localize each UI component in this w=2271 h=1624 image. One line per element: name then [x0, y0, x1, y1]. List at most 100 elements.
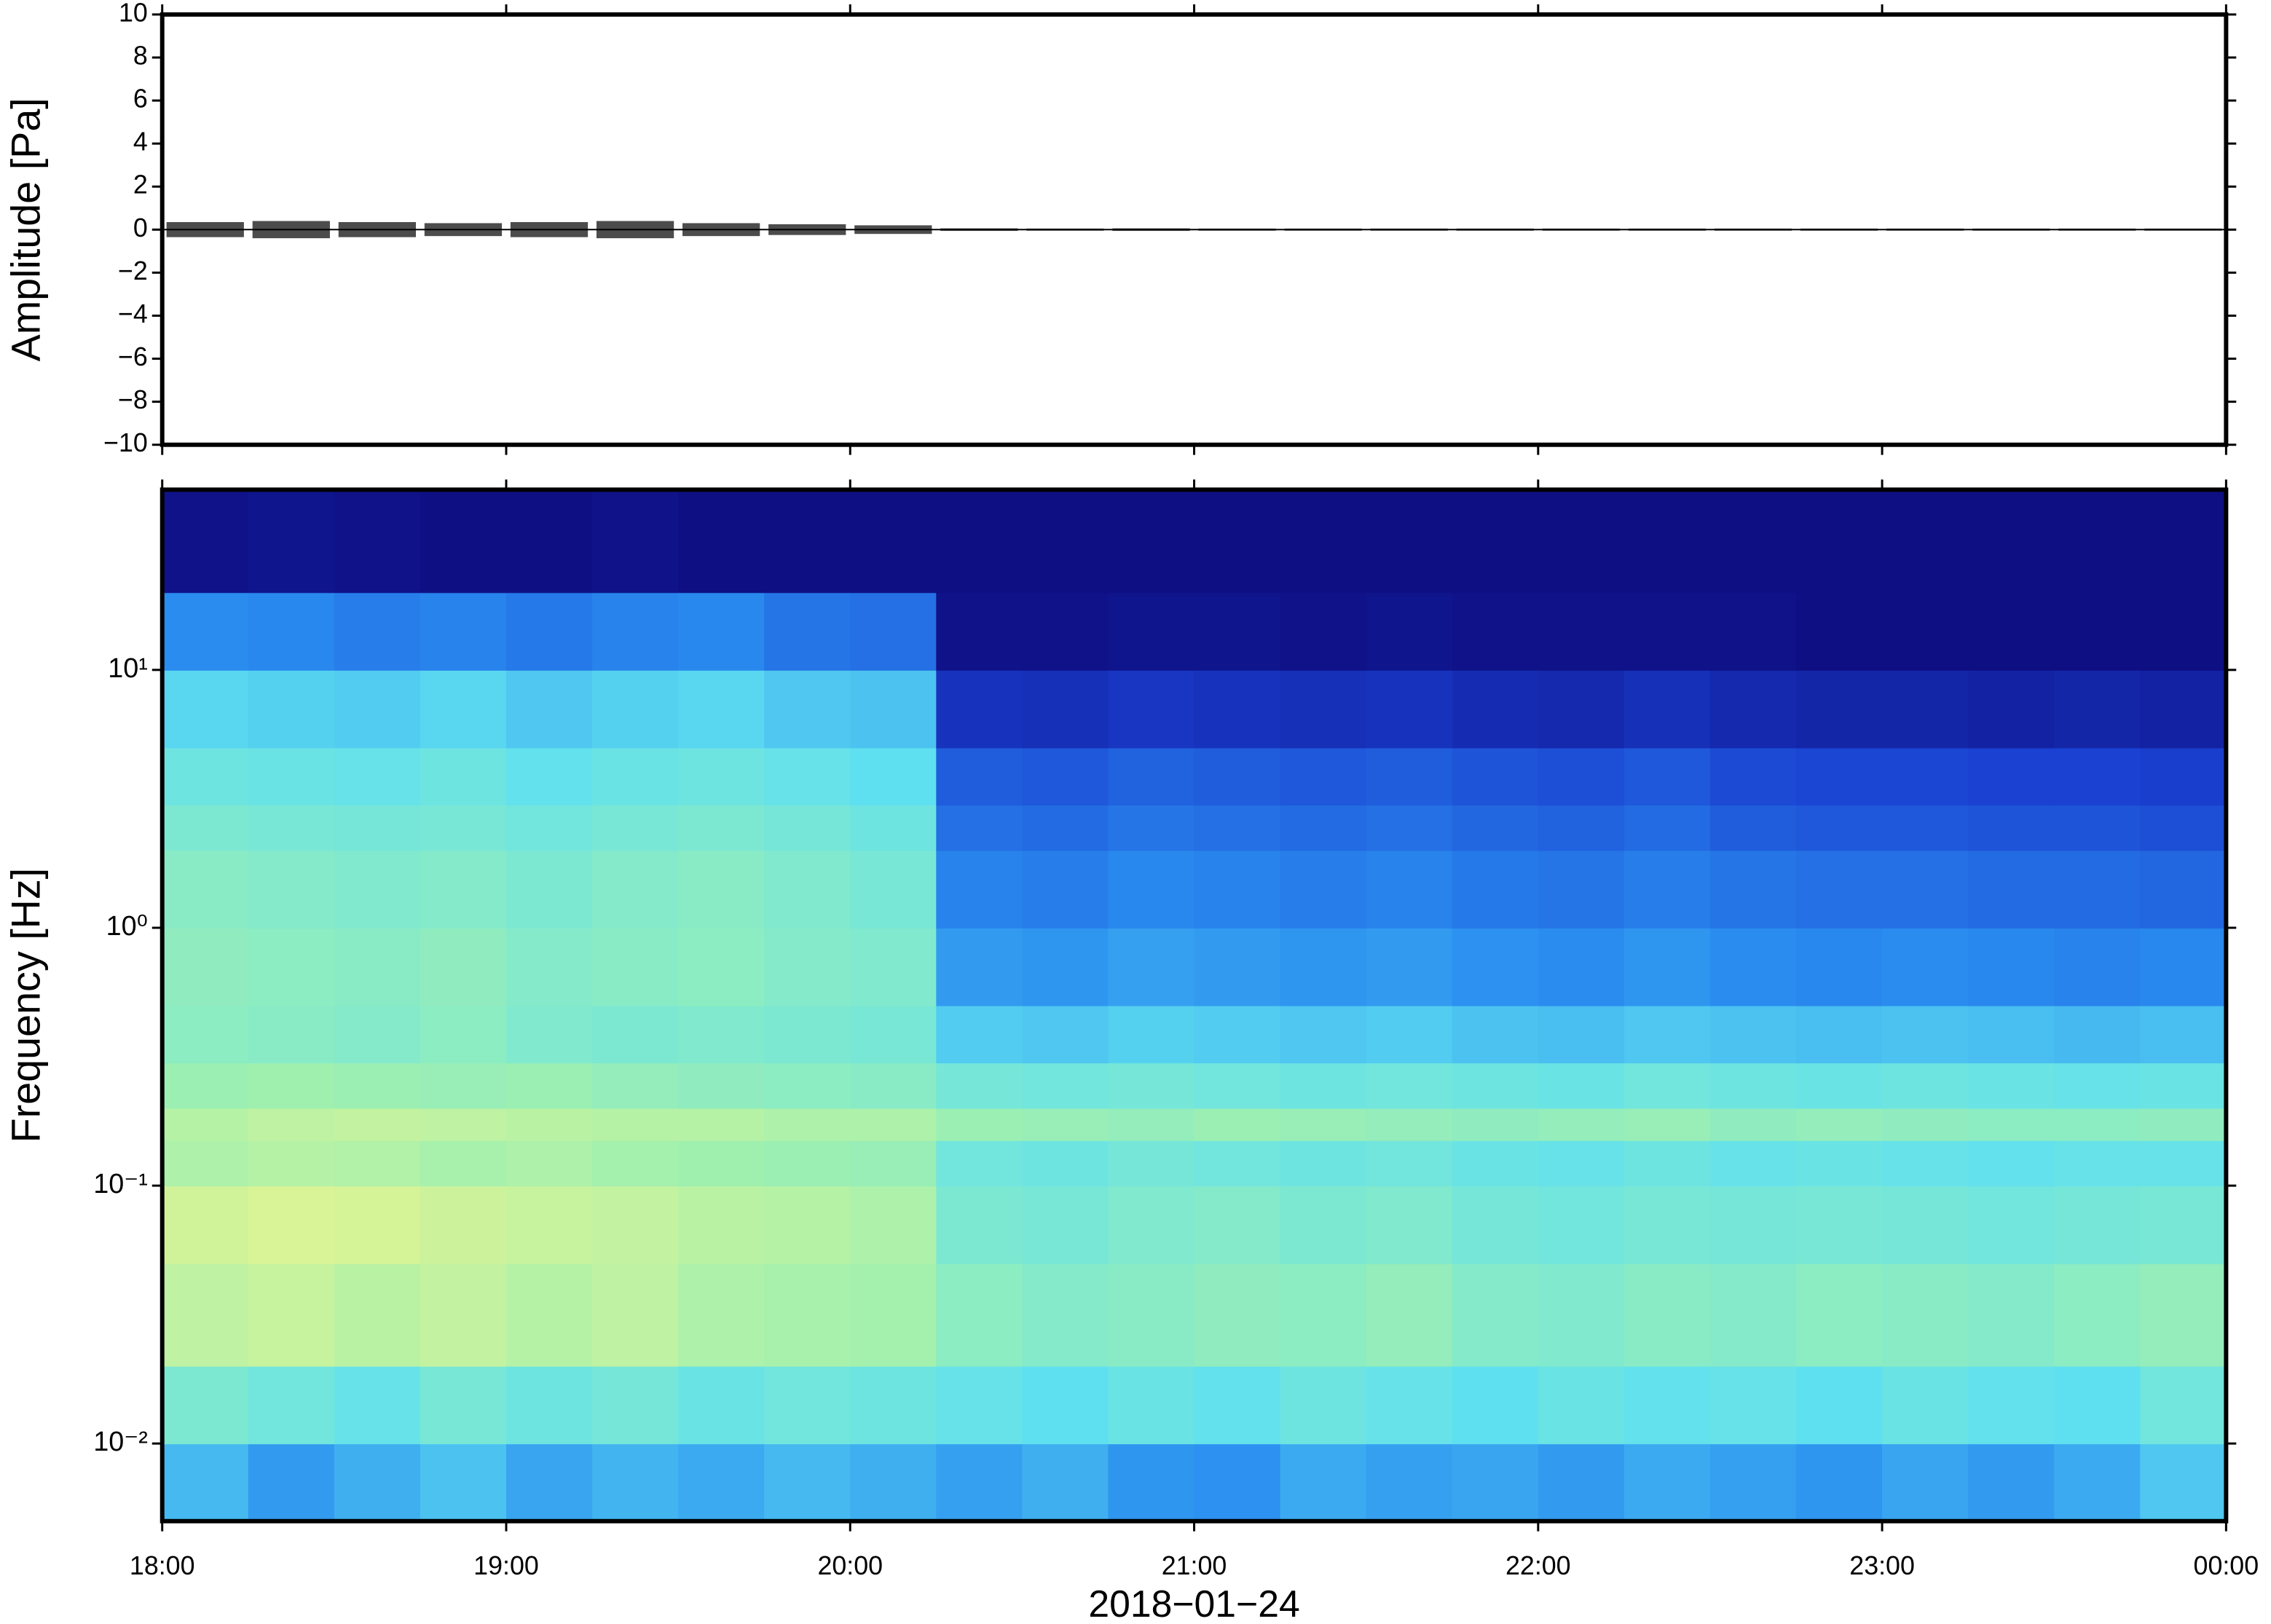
- y-axis-label: Frequency [Hz]: [3, 868, 48, 1143]
- spectrogram-cell: [1452, 1186, 1539, 1264]
- spectrogram-cell: [2140, 489, 2227, 594]
- spectrogram-cell: [850, 1443, 937, 1522]
- spectrogram-cell: [764, 1063, 851, 1109]
- spectrogram-cell: [1452, 805, 1539, 851]
- spectrogram-cell: [1194, 850, 1281, 929]
- spectrogram-cell: [678, 489, 765, 594]
- spectrogram-cell: [1280, 1140, 1367, 1187]
- spectrogram-cell: [1968, 592, 2055, 671]
- spectrogram-cell: [2054, 669, 2141, 749]
- spectrogram-cell: [936, 1005, 1023, 1064]
- spectrogram-cell: [505, 1140, 594, 1187]
- spectrogram-cell: [592, 1186, 680, 1264]
- spectrogram-cell: [1709, 1365, 1798, 1445]
- spectrogram-cell: [2140, 592, 2227, 671]
- spectrogram-cell: [505, 1108, 594, 1141]
- spectrogram-cell: [678, 1140, 765, 1187]
- spectrogram-cell: [1452, 489, 1539, 594]
- spectrogram-cell: [2054, 850, 2141, 929]
- spectrogram-cell: [1452, 669, 1539, 749]
- x-tick-label: 23:00: [1849, 1551, 1915, 1580]
- spectrogram-cell: [334, 1263, 421, 1367]
- spectrogram-cell: [850, 927, 937, 1006]
- spectrogram-cell: [592, 927, 680, 1006]
- spectrogram-cell: [1366, 592, 1453, 671]
- spectrogram-cell: [1538, 1263, 1625, 1367]
- spectrogram-cell: [1968, 1365, 2055, 1445]
- spectrogram-cell: [2054, 1263, 2141, 1367]
- spectrogram-cell: [1709, 1443, 1798, 1522]
- spectrogram-cell: [1796, 747, 1884, 806]
- spectrogram-cell: [1194, 669, 1281, 749]
- spectrogram-cell: [936, 1443, 1023, 1522]
- spectrogram-cell: [936, 1140, 1023, 1187]
- spectrogram-cell: [2140, 1108, 2227, 1141]
- spectrogram-cell: [162, 927, 249, 1006]
- y-tick-label: 6: [133, 84, 148, 114]
- spectrogram-cell: [1194, 747, 1281, 806]
- spectrogram-cell: [1194, 1186, 1281, 1264]
- spectrogram-cell: [248, 927, 335, 1006]
- spectrogram-cell: [678, 1443, 765, 1522]
- spectrogram-cell: [1796, 927, 1884, 1006]
- spectrogram-cell: [334, 927, 421, 1006]
- spectrogram-cell: [420, 1140, 507, 1187]
- amplitude-envelope: [252, 221, 330, 239]
- spectrogram-cell: [1796, 489, 1884, 594]
- spectrogram-cell: [248, 747, 335, 806]
- spectrogram-cell: [850, 850, 937, 929]
- spectrogram-cell: [1882, 805, 1969, 851]
- spectrogram-cell: [162, 1005, 249, 1064]
- spectrogram-cell: [1709, 1140, 1798, 1187]
- spectrogram-cell: [850, 1005, 937, 1064]
- spectrogram-cell: [1623, 1186, 1711, 1264]
- spectrogram-cell: [505, 1365, 594, 1445]
- spectrogram-cell: [248, 669, 335, 749]
- spectrogram-cell: [1623, 669, 1711, 749]
- spectrogram-cell: [505, 927, 594, 1006]
- spectrogram-cell: [1796, 1140, 1884, 1187]
- spectrogram-cell: [2140, 747, 2227, 806]
- amplitude-envelope: [2144, 228, 2222, 231]
- spectrogram-cell: [678, 592, 765, 671]
- spectrogram-cell: [936, 1186, 1023, 1264]
- spectrogram-cell: [2054, 1140, 2141, 1187]
- spectrogram-cell: [248, 592, 335, 671]
- spectrogram-cell: [936, 1263, 1023, 1367]
- spectrogram-cell: [1709, 1005, 1798, 1064]
- amplitude-envelope: [596, 221, 674, 239]
- spectrogram-cell: [764, 747, 851, 806]
- amplitude-envelope: [768, 224, 846, 235]
- spectrogram-cell: [1280, 1063, 1367, 1109]
- y-tick-label: 10⁻¹: [93, 1169, 148, 1199]
- spectrogram-cell: [592, 1005, 680, 1064]
- spectrogram-cell: [2054, 1443, 2141, 1522]
- spectrogram-cell: [420, 1263, 507, 1367]
- spectrogram-cell: [420, 489, 507, 594]
- spectrogram-cell: [1968, 1005, 2055, 1064]
- amplitude-envelope: [424, 223, 503, 237]
- spectrogram-cell: [1022, 805, 1109, 851]
- spectrogram-cell: [1452, 927, 1539, 1006]
- amplitude-envelope: [338, 221, 417, 237]
- spectrogram-cell: [936, 592, 1023, 671]
- spectrogram-cell: [1538, 1108, 1625, 1141]
- spectrogram-cell: [1022, 927, 1109, 1006]
- spectrogram-cell: [1022, 669, 1109, 749]
- spectrogram-cell: [1366, 1186, 1453, 1264]
- spectrogram-cell: [592, 1365, 680, 1445]
- spectrogram-cell: [1366, 1063, 1453, 1109]
- y-tick-label: −10: [103, 428, 148, 457]
- spectrogram-cell: [1022, 1365, 1109, 1445]
- spectrogram-cell: [764, 1140, 851, 1187]
- spectrogram-cell: [334, 489, 421, 594]
- spectrogram-cell: [505, 669, 594, 749]
- spectrogram-cell: [1623, 1263, 1711, 1367]
- spectrogram-cell: [334, 1005, 421, 1064]
- spectrogram-cell: [1022, 747, 1109, 806]
- amplitude-envelope: [940, 228, 1018, 232]
- spectrogram-cell: [592, 489, 680, 594]
- y-tick-label: −2: [118, 256, 148, 285]
- x-tick-label: 20:00: [817, 1551, 883, 1580]
- amplitude-envelope: [2058, 228, 2136, 231]
